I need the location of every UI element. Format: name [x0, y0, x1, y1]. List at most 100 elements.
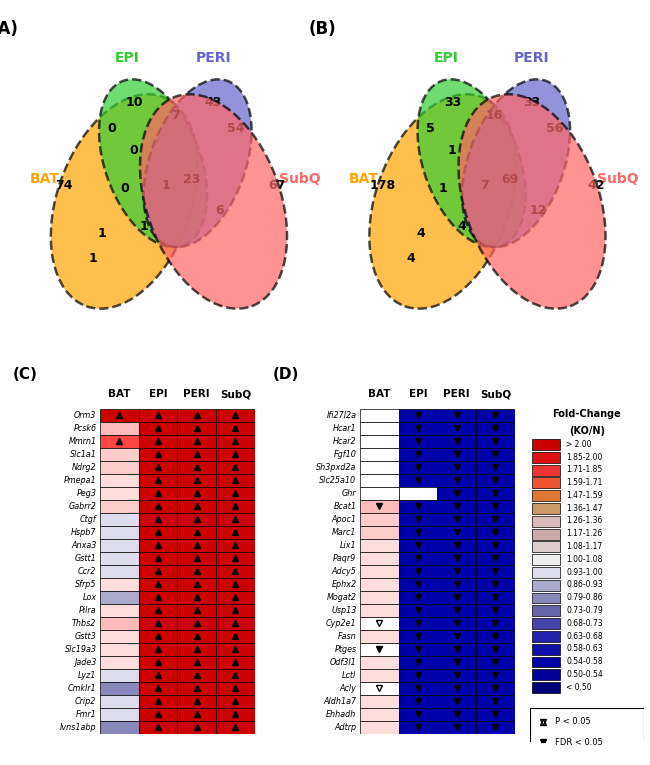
Bar	[216, 500, 255, 513]
Text: Gstt3: Gstt3	[75, 632, 96, 640]
Bar	[476, 591, 515, 604]
Bar	[398, 474, 437, 487]
Bar	[100, 630, 138, 643]
Bar	[177, 539, 216, 552]
Bar	[138, 409, 177, 422]
Ellipse shape	[462, 80, 570, 247]
Bar	[398, 669, 437, 682]
Text: Thbs2: Thbs2	[72, 619, 96, 627]
Bar	[476, 539, 515, 552]
Text: 1.71-1.85: 1.71-1.85	[566, 465, 603, 474]
Bar	[532, 593, 560, 604]
Text: 10: 10	[125, 96, 142, 109]
Text: Slc19a3: Slc19a3	[64, 645, 96, 653]
Bar	[476, 461, 515, 474]
Text: Fgf10: Fgf10	[333, 450, 356, 458]
Ellipse shape	[369, 94, 516, 308]
Bar	[398, 591, 437, 604]
Text: 0.58-0.63: 0.58-0.63	[566, 644, 603, 653]
Bar	[398, 461, 437, 474]
Bar	[476, 422, 515, 435]
Bar	[530, 708, 644, 756]
Bar	[360, 721, 398, 734]
Bar	[398, 448, 437, 461]
Bar	[437, 617, 476, 630]
Bar	[476, 435, 515, 448]
Bar	[177, 513, 216, 526]
Bar	[177, 656, 216, 669]
Bar	[100, 539, 138, 552]
Bar	[437, 682, 476, 695]
Text: Marc1: Marc1	[332, 528, 356, 536]
Text: SubQ: SubQ	[279, 172, 320, 186]
Text: 7: 7	[480, 179, 489, 192]
Bar	[476, 630, 515, 643]
Bar	[216, 474, 255, 487]
Bar	[100, 695, 138, 708]
Text: Hspb7: Hspb7	[71, 528, 96, 536]
Text: (D): (D)	[273, 366, 300, 382]
Text: BAT: BAT	[348, 172, 378, 186]
Bar	[398, 643, 437, 656]
Bar	[100, 682, 138, 695]
Bar	[476, 448, 515, 461]
Bar	[476, 409, 515, 422]
Bar	[100, 435, 138, 448]
Text: 0.54-0.58: 0.54-0.58	[566, 657, 603, 666]
Bar	[532, 631, 560, 642]
Text: Gstt1: Gstt1	[75, 554, 96, 562]
Bar	[437, 643, 476, 656]
Bar	[532, 516, 560, 527]
Bar	[437, 630, 476, 643]
Bar	[360, 526, 398, 539]
Bar	[177, 669, 216, 682]
Text: 23: 23	[183, 173, 200, 186]
Bar	[177, 487, 216, 500]
Text: PERI: PERI	[196, 51, 231, 65]
Bar	[138, 656, 177, 669]
Text: Cmklr1: Cmklr1	[68, 684, 96, 692]
Bar	[360, 708, 398, 721]
Bar	[138, 474, 177, 487]
Bar	[360, 422, 398, 435]
Text: 1: 1	[439, 182, 447, 195]
Text: Mmrn1: Mmrn1	[68, 437, 96, 445]
Text: Ctgf: Ctgf	[80, 515, 96, 523]
Bar	[100, 604, 138, 617]
Text: Aldh1a7: Aldh1a7	[323, 697, 356, 705]
Ellipse shape	[51, 94, 198, 308]
Text: 1.26-1.36: 1.26-1.36	[566, 516, 603, 526]
Bar	[138, 630, 177, 643]
Bar	[476, 656, 515, 669]
Bar	[100, 500, 138, 513]
Bar	[476, 695, 515, 708]
Bar	[398, 487, 437, 500]
Text: Pmepa1: Pmepa1	[64, 476, 96, 484]
Text: 12: 12	[530, 204, 547, 217]
Bar	[360, 682, 398, 695]
Text: Bcat1: Bcat1	[333, 502, 356, 510]
Text: 1: 1	[88, 252, 97, 265]
Text: Gabrr2: Gabrr2	[69, 502, 96, 510]
Text: Lox: Lox	[83, 593, 96, 601]
Bar	[216, 630, 255, 643]
Text: Ifi27l2a: Ifi27l2a	[326, 411, 356, 419]
Text: SubQ: SubQ	[220, 389, 251, 399]
Text: Ephx2: Ephx2	[332, 580, 356, 588]
Text: Usp13: Usp13	[331, 606, 356, 614]
Bar	[216, 682, 255, 695]
Bar	[138, 591, 177, 604]
Bar	[177, 643, 216, 656]
Bar	[437, 578, 476, 591]
Bar	[360, 695, 398, 708]
Bar	[360, 591, 398, 604]
Bar	[138, 617, 177, 630]
Bar	[100, 591, 138, 604]
Bar	[360, 500, 398, 513]
Bar	[138, 695, 177, 708]
Bar	[476, 604, 515, 617]
Text: 4: 4	[416, 226, 425, 239]
Text: 0.86-0.93: 0.86-0.93	[566, 581, 603, 589]
Text: Pcsk6: Pcsk6	[73, 424, 96, 432]
Text: Paqr9: Paqr9	[333, 554, 356, 562]
